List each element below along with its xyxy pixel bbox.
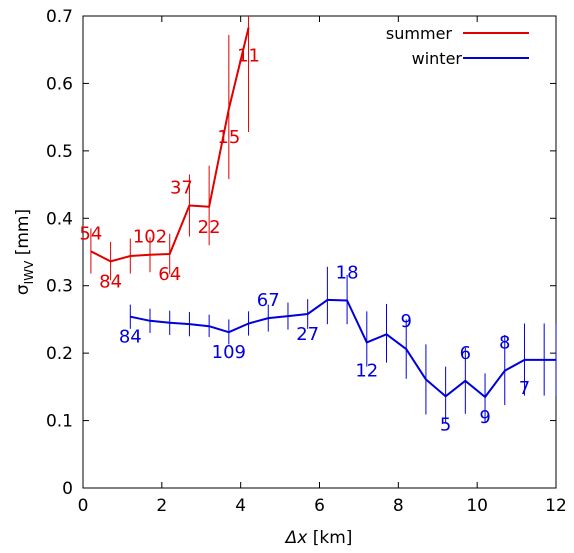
y-tick-label: 0.5: [46, 142, 73, 162]
data-label-winter: 27: [296, 324, 319, 345]
legend-label-summer: summer: [386, 24, 452, 43]
x-tick-label: 8: [393, 496, 404, 516]
data-label-summer: 102: [133, 227, 167, 248]
data-label-summer: 11: [237, 45, 260, 66]
y-axis-label-subscript: IWV: [22, 260, 36, 284]
y-tick-label: 0: [62, 479, 73, 499]
x-tick-label: 2: [156, 496, 167, 516]
data-label-winter: 18: [336, 263, 359, 284]
data-label-winter: 8: [499, 333, 510, 354]
data-label-winter: 7: [519, 378, 530, 399]
y-axis-label-symbol: σ: [13, 284, 33, 295]
data-label-winter: 84: [119, 327, 142, 348]
y-tick-label: 0.7: [46, 7, 73, 27]
legend-label-winter: winter: [412, 49, 463, 68]
data-label-summer: 22: [198, 217, 221, 238]
x-tick-label: 6: [314, 496, 325, 516]
data-label-winter: 6: [460, 343, 471, 364]
y-tick-label: 0.1: [46, 412, 73, 432]
data-label-winter: 9: [400, 311, 411, 332]
series-summer: [90, 16, 250, 281]
data-label-winter: 109: [212, 342, 246, 363]
x-tick-label: 12: [545, 496, 567, 516]
y-axis-label: σIWV [mm]: [13, 209, 36, 295]
series-layer: [90, 16, 557, 423]
data-label-summer: 15: [217, 127, 240, 148]
data-label-winter: 12: [355, 360, 378, 381]
y-tick-label: 0.6: [46, 74, 73, 94]
x-axis-label-unit: [km]: [307, 528, 352, 548]
y-axis-ticks: 0 0.1 0.2 0.3 0.4 0.5 0.6 0.7: [46, 7, 556, 499]
x-tick-label: 4: [235, 496, 246, 516]
series-line-summer: [90, 27, 250, 263]
x-tick-label: 0: [78, 496, 89, 516]
data-label-winter: 67: [257, 290, 280, 311]
x-axis-ticks: 0 2 4 6 8 10 12: [78, 16, 567, 516]
data-label-summer: 64: [158, 264, 181, 285]
y-tick-label: 0.4: [46, 209, 73, 229]
x-axis-label-symbol: Δx: [284, 528, 309, 548]
y-tick-label: 0.2: [46, 344, 73, 364]
data-label-summer: 54: [79, 223, 102, 244]
series-line-winter: [130, 298, 556, 398]
legend: summer winter: [386, 24, 529, 68]
data-label-winter: 5: [440, 414, 451, 435]
x-tick-label: 10: [466, 496, 488, 516]
x-axis-label: Δx [km]: [284, 528, 353, 548]
y-tick-label: 0.3: [46, 277, 73, 297]
data-label-winter: 9: [479, 407, 490, 428]
y-axis-label-unit: [mm]: [13, 209, 33, 261]
series-winter: [129, 266, 557, 423]
data-label-summer: 37: [170, 177, 193, 198]
data-label-summer: 84: [99, 271, 122, 292]
